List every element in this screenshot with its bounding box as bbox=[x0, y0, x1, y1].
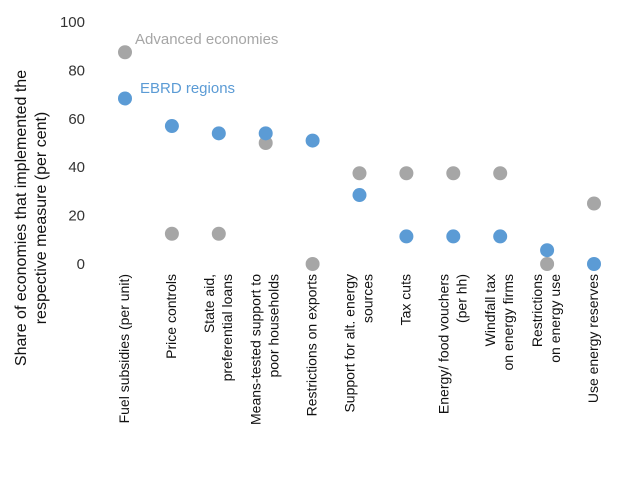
data-point bbox=[118, 45, 132, 60]
data-point bbox=[258, 136, 273, 150]
x-axis-labels: Fuel subsidies (per unit) Price controls S… bbox=[116, 274, 601, 425]
series-advanced-economies bbox=[118, 45, 601, 271]
x-category-label-line: Fuel subsidies (per unit) bbox=[116, 274, 132, 423]
legend-label: EBRD regions bbox=[140, 80, 235, 97]
x-category-label-line: Use energy reserves bbox=[585, 274, 601, 403]
data-point bbox=[118, 91, 132, 106]
data-point bbox=[305, 133, 320, 148]
data-point bbox=[305, 257, 320, 271]
legend: Advanced economies EBRD regions bbox=[135, 31, 278, 97]
data-point bbox=[399, 166, 414, 181]
x-category-label-line: Windfall tax bbox=[482, 274, 498, 346]
y-tick-label: 80 bbox=[68, 62, 85, 79]
data-point bbox=[587, 196, 601, 211]
series-ebrd-regions bbox=[118, 91, 601, 271]
x-category-label-line: Restrictions on exports bbox=[304, 274, 320, 416]
data-point bbox=[352, 188, 367, 203]
y-axis-ticks: 0 20 40 60 80 100 bbox=[60, 14, 85, 273]
data-point bbox=[399, 229, 414, 244]
x-category-label-line: Means-tested support to bbox=[248, 274, 264, 425]
x-category-label-line: Support for alt. energy bbox=[342, 274, 358, 413]
data-point bbox=[587, 257, 601, 271]
y-axis-title-line: Share of economies that implemented the bbox=[13, 70, 30, 366]
data-point bbox=[540, 243, 555, 258]
x-category-label-line: Energy/ food vouchers bbox=[435, 274, 451, 414]
x-category-label-line: on energy use bbox=[547, 274, 563, 363]
data-point bbox=[258, 126, 273, 141]
x-category-label-line: sources bbox=[360, 274, 376, 323]
y-tick-label: 20 bbox=[68, 208, 85, 225]
data-point bbox=[352, 166, 367, 181]
data-point bbox=[164, 226, 179, 241]
x-category-label-line: Tax cuts bbox=[397, 274, 413, 325]
x-category-label-line: Restrictions bbox=[529, 274, 545, 347]
data-point bbox=[211, 226, 226, 241]
data-points bbox=[118, 45, 601, 271]
x-category-label-line: (per hh) bbox=[453, 274, 469, 323]
data-point bbox=[164, 119, 179, 134]
y-tick-label: 40 bbox=[68, 159, 85, 176]
x-category-label: Restrictions on exports bbox=[304, 274, 320, 416]
x-category-label: Means-tested support to poor households bbox=[248, 274, 282, 425]
data-point bbox=[540, 257, 555, 271]
x-category-label: State aid, preferential loans bbox=[201, 274, 235, 381]
data-point bbox=[211, 126, 226, 141]
y-tick-label: 0 bbox=[77, 256, 85, 273]
x-category-label: Use energy reserves bbox=[585, 274, 601, 403]
x-category-label: Restrictions on energy use bbox=[529, 274, 563, 363]
x-category-label-line: Price controls bbox=[163, 274, 179, 359]
x-category-label: Fuel subsidies (per unit) bbox=[116, 274, 132, 423]
x-category-label: Support for alt. energy sources bbox=[342, 274, 376, 413]
x-category-label: Price controls bbox=[163, 274, 179, 359]
data-point bbox=[493, 229, 508, 244]
y-axis-title: Share of economies that implemented the r… bbox=[13, 70, 50, 366]
x-category-label: Tax cuts bbox=[397, 274, 413, 325]
x-category-label: Energy/ food vouchers (per hh) bbox=[435, 274, 469, 414]
x-category-label-line: on energy firms bbox=[500, 274, 516, 370]
y-tick-label: 100 bbox=[60, 14, 85, 31]
data-point bbox=[493, 166, 508, 181]
y-axis-title-line: respective measure (per cent) bbox=[33, 112, 50, 325]
x-category-label-line: State aid, bbox=[201, 274, 217, 333]
data-point bbox=[446, 229, 461, 244]
x-category-label: Windfall tax on energy firms bbox=[482, 274, 516, 370]
x-category-label-line: poor households bbox=[266, 274, 282, 378]
data-point bbox=[446, 166, 461, 181]
legend-label: Advanced economies bbox=[135, 31, 278, 48]
x-category-label-line: preferential loans bbox=[219, 274, 235, 381]
y-tick-label: 60 bbox=[68, 111, 85, 128]
